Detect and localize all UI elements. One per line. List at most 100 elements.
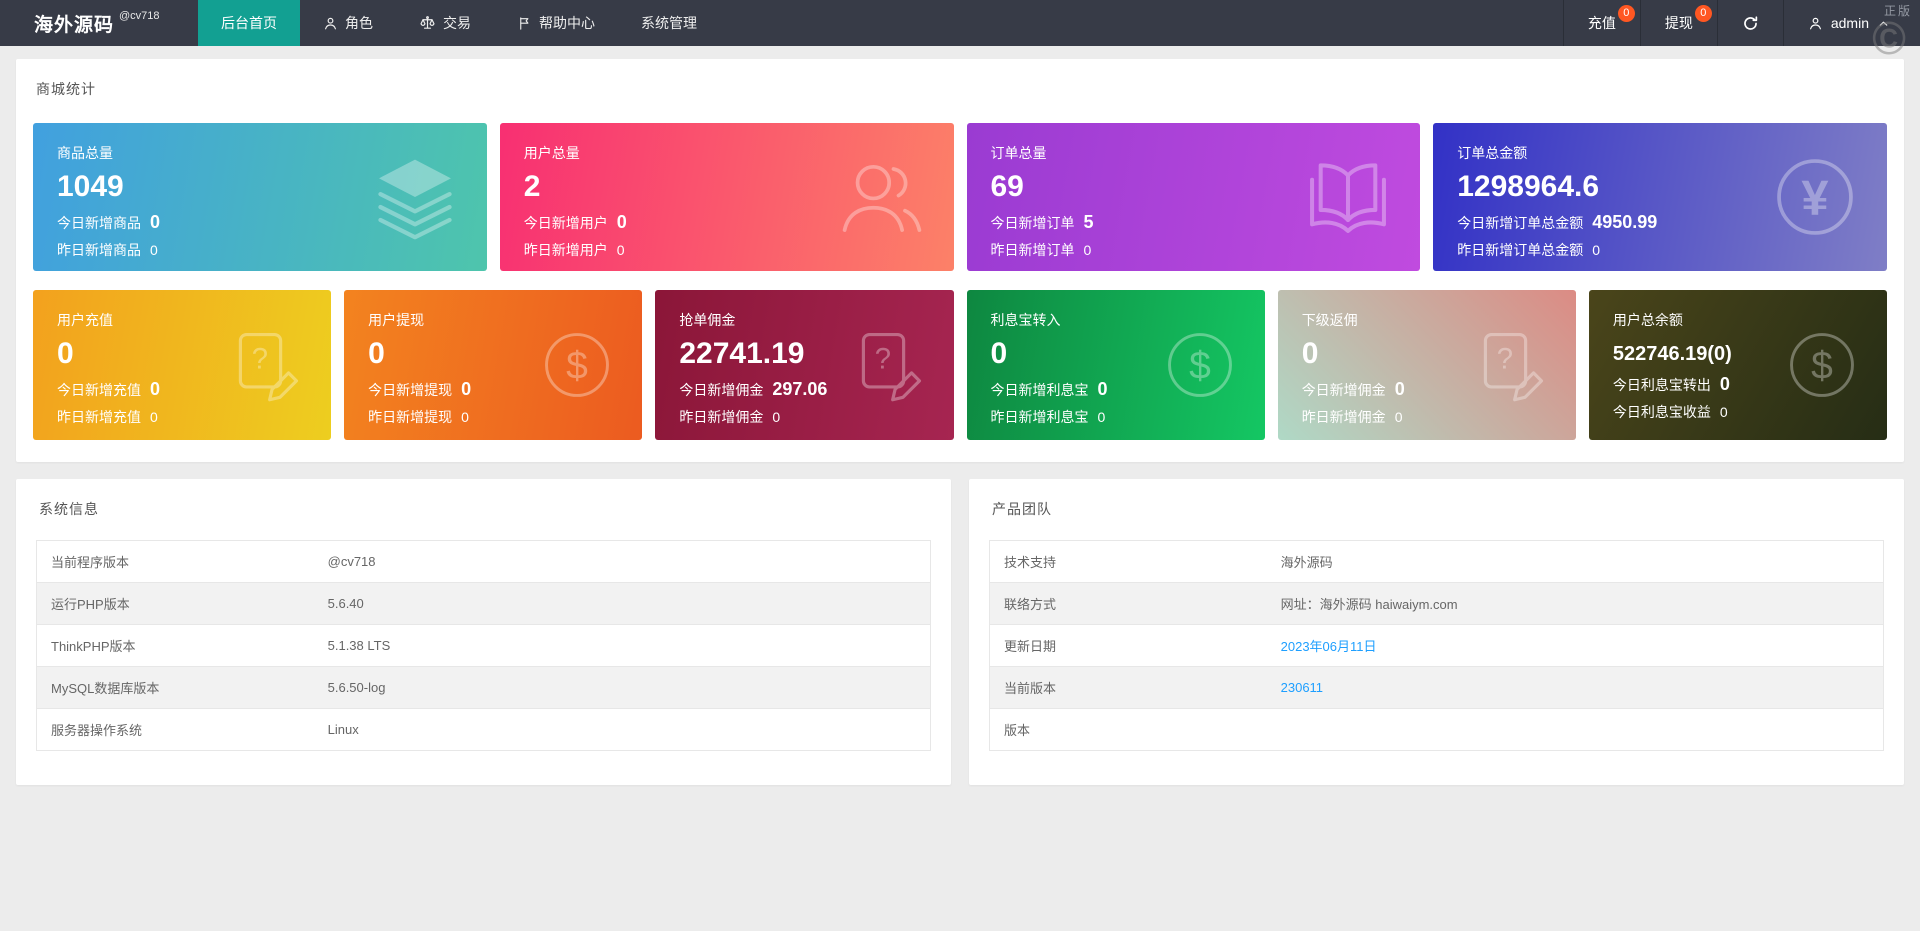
admin-menu[interactable]: admin: [1782, 0, 1920, 46]
stat-line-label: 今日利息宝收益: [1612, 404, 1711, 420]
quick-label: 提现: [1664, 15, 1693, 31]
stat-line-today: 今日新增订单 5: [991, 212, 1397, 233]
stat-line-value: 0: [1097, 379, 1108, 399]
stat-line-label: 今日新增提现: [368, 382, 453, 398]
stat-line-label: 昨日新增商品: [57, 242, 141, 258]
stat-card-value: 69: [990, 170, 1024, 203]
stat-card-value: 1049: [57, 170, 124, 203]
table-row: 联络方式 网址：海外源码 haiwaiym.com: [989, 582, 1884, 625]
stats-row-2: 用户充值 0 今日新增充值 0 昨日新增充值 0? 用户提现 0 今日新增提现 0 昨日新增提现 0 $…: [33, 290, 1888, 440]
system-info-panel: 系统信息 当前程序版本 @cv718 运行PHP版本 5.6.40 ThinkPHP版本…: [16, 479, 951, 785]
stat-line-value: 0: [1394, 409, 1403, 425]
svg-text:$: $: [1189, 344, 1211, 387]
stat-line-today: 今日新增充值 0: [57, 379, 307, 400]
app-logo: 海外源码 @cv718: [0, 0, 198, 46]
stats-row-1: 商品总量 1049 今日新增商品 0 昨日新增商品 0 用户总量 2 今日新增用户 0 昨日新增用户…: [33, 123, 1887, 271]
stat-line-label: 今日新增订单: [990, 215, 1075, 231]
row-label: 版本: [989, 708, 1267, 751]
stat-line-today: 今日新增用户 0: [524, 212, 930, 233]
stat-line-value: 0: [461, 379, 472, 399]
stat-card-value: 0: [990, 337, 1008, 370]
stat-line-yesterday: 昨日新增提现 0: [368, 407, 618, 427]
stat-card-title: 下级返佣: [1301, 312, 1358, 328]
svg-text:?: ?: [1497, 344, 1513, 376]
stat-line-label: 昨日新增利息宝: [990, 409, 1089, 425]
stat-line-value: 5: [1083, 212, 1094, 232]
stat-card-value: 0: [368, 337, 385, 370]
stat-line-label: 昨日新增订单: [990, 242, 1075, 258]
row-value-link[interactable]: 230611: [1280, 680, 1324, 695]
nav-item-label: 系统管理: [641, 15, 697, 31]
stat-line-today: 今日新增佣金 0: [1302, 379, 1552, 400]
stat-line-yesterday: 昨日新增商品 0: [57, 240, 463, 260]
license-watermark[interactable]: 正版 ©: [1872, 2, 1912, 64]
nav-item-system[interactable]: 系统管理: [618, 0, 720, 46]
stat-card-title: 商品总量: [57, 145, 113, 161]
stat-line-value: 0: [616, 212, 627, 232]
nav-item-trade[interactable]: 交易: [396, 0, 494, 46]
row-label: 更新日期: [989, 624, 1267, 667]
table-row: 更新日期 2023年06月11日: [989, 624, 1884, 667]
copyright-seal-icon: ©: [1872, 12, 1906, 64]
yen-icon: ¥: [1769, 151, 1861, 243]
nav-item-label: 角色: [345, 15, 373, 31]
stat-card-title: 订单总金额: [1457, 145, 1528, 161]
stat-card-title: 利息宝转入: [990, 312, 1061, 328]
stat-line-value: 0: [1719, 404, 1728, 420]
file-edit-icon: ?: [227, 326, 305, 404]
quick-recharge-button[interactable]: 充值 0: [1562, 0, 1640, 46]
book-icon: [1302, 151, 1394, 243]
user-icon: [1808, 16, 1823, 31]
stat-line-label: 今日新增充值: [57, 382, 141, 398]
row-value: @cv718: [327, 554, 376, 569]
svg-text:¥: ¥: [1801, 171, 1828, 225]
row-value: 5.6.50-log: [327, 680, 386, 695]
layers-icon: [369, 151, 461, 243]
row-label: 当前版本: [989, 666, 1267, 709]
nav-item-label: 帮助中心: [539, 15, 595, 31]
navbar-right: 充值 0 提现 0 admin: [1562, 0, 1920, 46]
table-row: ThinkPHP版本 5.1.38 LTS: [36, 624, 931, 667]
refresh-icon: [1742, 15, 1759, 32]
stat-line-today: 今日新增提现 0: [368, 379, 618, 400]
stat-card-value: 0: [57, 337, 74, 370]
stat-line-label: 今日新增佣金: [1301, 382, 1386, 398]
stat-card-value: 1298964.6: [1457, 170, 1600, 203]
stat-line-label: 昨日新增提现: [368, 409, 453, 425]
stat-card: 商品总量 1049 今日新增商品 0 昨日新增商品 0: [33, 123, 487, 271]
scales-icon: [419, 15, 436, 32]
row-label: 服务器操作系统: [36, 708, 314, 751]
row-value-link[interactable]: 2023年06月11日: [1280, 639, 1377, 654]
stat-line-yesterday: 今日利息宝收益 0: [1613, 402, 1863, 422]
nav-item-help[interactable]: 帮助中心: [494, 0, 618, 46]
nav-item-home[interactable]: 后台首页: [198, 0, 300, 46]
stat-line-label: 昨日新增佣金: [1301, 409, 1386, 425]
quick-withdraw-button[interactable]: 提现 0: [1639, 0, 1717, 46]
row-value: Linux: [327, 722, 359, 737]
stat-card: 用户提现 0 今日新增提现 0 昨日新增提现 0 $: [344, 290, 643, 440]
stat-line-yesterday: 昨日新增佣金 0: [1302, 407, 1552, 427]
bottom-panels: 系统信息 当前程序版本 @cv718 运行PHP版本 5.6.40 ThinkPHP版本…: [16, 479, 1904, 785]
stat-line-value: 0: [1097, 409, 1106, 425]
stat-card: 订单总量 69 今日新增订单 5 昨日新增订单 0: [966, 123, 1421, 271]
row-value: 海外源码: [1280, 555, 1333, 570]
stat-line-value: 0: [772, 409, 781, 425]
stat-line-yesterday: 昨日新增订单总金额 0: [1457, 240, 1863, 260]
quick-actions: 充值 0 提现 0: [1562, 0, 1717, 46]
stat-line-value: 4950.99: [1592, 212, 1658, 232]
nav-item-roles[interactable]: 角色: [300, 0, 396, 46]
stat-line-yesterday: 昨日新增订单 0: [991, 240, 1397, 260]
refresh-button[interactable]: [1716, 0, 1783, 46]
stat-line-value: 0: [1719, 374, 1730, 394]
row-label: ThinkPHP版本: [36, 624, 314, 667]
stat-line-label: 今日新增商品: [57, 215, 141, 231]
stat-line-value: 0: [150, 409, 158, 425]
stat-card: 用户总量 2 今日新增用户 0 昨日新增用户 0: [499, 123, 954, 271]
stat-line-label: 今日新增用户: [523, 215, 608, 231]
stat-line-label: 昨日新增用户: [523, 242, 608, 258]
stat-line-today: 今日新增佣金 297.06: [679, 379, 929, 400]
stat-line-yesterday: 昨日新增充值 0: [57, 407, 307, 427]
stat-card: 抢单佣金 22741.19 今日新增佣金 297.06 昨日新增佣金 0?: [655, 290, 954, 440]
dollar-icon: $: [1161, 326, 1239, 404]
table-row: 当前版本 230611: [989, 666, 1884, 709]
